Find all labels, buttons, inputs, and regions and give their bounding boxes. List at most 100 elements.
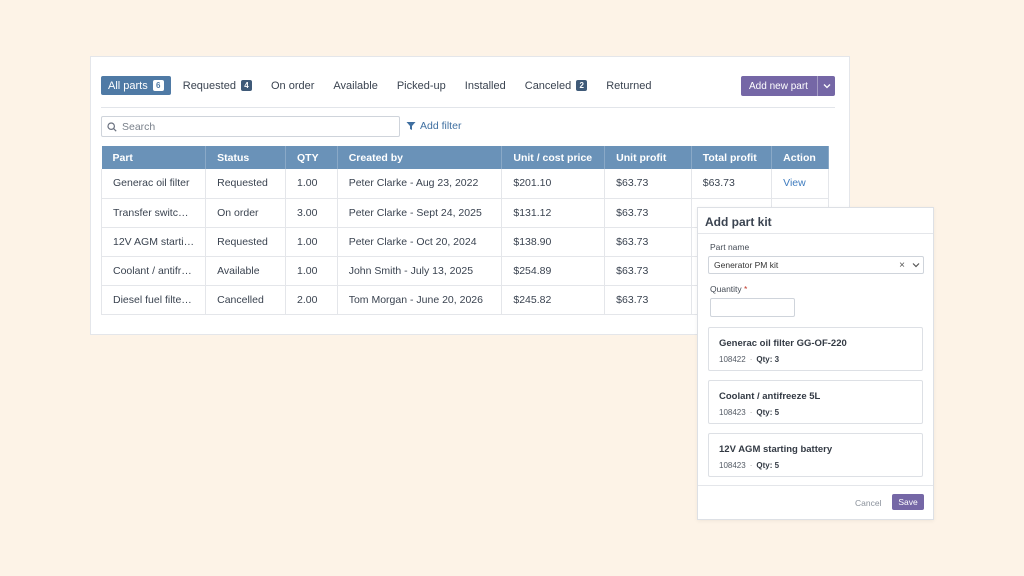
column-header[interactable]: Action — [771, 146, 829, 169]
tab-label: On order — [270, 79, 315, 92]
cell-created-by: Tom Morgan - June 20, 2026 — [337, 285, 503, 315]
tab-installed[interactable]: Installed — [458, 76, 513, 95]
cell-part: Transfer switc… — [100, 198, 207, 228]
tab-label: All parts — [108, 79, 148, 92]
column-header[interactable]: Part — [101, 146, 207, 169]
cell-status: Requested — [205, 227, 286, 257]
cell-part: 12V AGM starti… — [100, 227, 207, 257]
cell-unit-profit: $63.73 — [604, 227, 692, 257]
tab-picked-up[interactable]: Picked-up — [390, 76, 453, 95]
chevron-down-icon[interactable] — [817, 76, 835, 96]
kit-item-meta: 108423 · Qty: 5 — [719, 408, 912, 417]
tab-all-parts[interactable]: All parts 6 — [101, 76, 171, 95]
kit-item-name: Coolant / antifreeze 5L — [719, 391, 821, 402]
cell-created-by: Peter Clarke - Sept 24, 2025 — [337, 198, 503, 228]
clear-icon[interactable]: × — [899, 259, 905, 271]
quantity-input[interactable] — [710, 298, 795, 317]
cell-status: On order — [205, 198, 286, 228]
search-input[interactable] — [122, 117, 399, 136]
cell-unit-profit: $63.73 — [604, 285, 692, 315]
add-part-kit-panel: Add part kit Part name Generator PM kit … — [697, 207, 934, 520]
tab-label: Available — [333, 79, 378, 92]
table-row[interactable]: Generac oil filter Requested 1.00 Peter … — [100, 169, 829, 199]
search-box — [101, 116, 400, 137]
divider — [698, 233, 933, 234]
status-tabs: All parts 6 Requested 4 On order Available… — [101, 76, 835, 108]
quantity-label: Quantity — [710, 284, 742, 294]
chevron-down-icon[interactable] — [909, 262, 923, 268]
cell-qty: 1.00 — [285, 227, 338, 257]
table-row[interactable]: Transfer switc… On order 3.00 Peter Clar… — [100, 198, 829, 228]
kit-item[interactable]: Generac oil filter GG-OF-220 108422 · Qty:… — [708, 327, 923, 371]
kit-item-qty: Qty: 5 — [756, 461, 780, 470]
parts-card: All parts 6 Requested 4 On order Available… — [90, 56, 850, 335]
column-header[interactable]: QTY — [285, 146, 338, 169]
separator-dot: · — [749, 461, 753, 470]
search-icon — [102, 121, 122, 132]
part-name-select[interactable]: Generator PM kit × — [708, 256, 924, 274]
table-header-row: Part Status QTY Created by Unit / cost p… — [101, 146, 829, 169]
cell-qty: 1.00 — [285, 256, 338, 286]
kit-item[interactable]: 12V AGM starting battery 108423 · Qty: 5 — [708, 433, 923, 477]
column-header[interactable]: Total profit — [691, 146, 773, 169]
view-link[interactable]: View — [771, 169, 829, 199]
separator-dot: · — [749, 355, 753, 364]
kit-item[interactable]: Coolant / antifreeze 5L 108423 · Qty: 5 — [708, 380, 923, 424]
add-new-part-label: Add new part — [749, 80, 808, 92]
cell-unit-cost: $254.89 — [501, 256, 606, 286]
save-button[interactable]: Save — [892, 494, 924, 510]
tab-label: Picked-up — [396, 79, 446, 92]
column-header[interactable]: Unit / cost price — [501, 146, 606, 169]
add-filter-button[interactable]: Add filter — [406, 120, 461, 132]
kit-item-sku: 108423 — [719, 408, 746, 417]
cell-unit-cost: $138.90 — [501, 227, 606, 257]
cell-unit-profit: $63.73 — [604, 198, 692, 228]
divider — [698, 485, 933, 486]
cell-status: Available — [205, 256, 286, 286]
tab-on-order[interactable]: On order — [264, 76, 321, 95]
tab-returned[interactable]: Returned — [599, 76, 658, 95]
cell-part: Coolant / antifr… — [100, 256, 207, 286]
panel-title: Add part kit — [705, 215, 772, 229]
cell-status: Requested — [205, 169, 286, 199]
tab-available[interactable]: Available — [326, 76, 384, 95]
kit-item-name: Generac oil filter GG-OF-220 — [719, 338, 847, 349]
cancel-button[interactable]: Cancel — [855, 498, 882, 508]
kit-item-qty: Qty: 5 — [756, 408, 780, 417]
kit-item-meta: 108422 · Qty: 3 — [719, 355, 912, 364]
cell-unit-cost: $201.10 — [501, 169, 606, 199]
cell-part: Diesel fuel filte… — [100, 285, 207, 315]
cell-status: Cancelled — [205, 285, 286, 315]
column-header[interactable]: Created by — [337, 146, 503, 169]
kit-item-sku: 108422 — [719, 355, 746, 364]
column-header[interactable]: Status — [205, 146, 286, 169]
cell-unit-profit: $63.73 — [604, 256, 692, 286]
tab-label: Canceled — [524, 79, 572, 92]
cell-created-by: Peter Clarke - Oct 20, 2024 — [337, 227, 503, 257]
tab-canceled[interactable]: Canceled 2 — [518, 76, 594, 95]
kit-item-qty: Qty: 3 — [756, 355, 780, 364]
add-filter-label: Add filter — [420, 120, 462, 132]
part-name-value: Generator PM kit — [714, 260, 779, 270]
kit-item-name: 12V AGM starting battery — [719, 444, 833, 455]
kit-item-sku: 108423 — [719, 461, 746, 470]
quantity-label-row: Quantity * — [710, 284, 747, 294]
add-new-part-button[interactable]: Add new part — [741, 76, 835, 96]
cell-unit-profit: $63.73 — [604, 169, 692, 199]
cell-unit-cost: $131.12 — [501, 198, 606, 228]
cell-qty: 2.00 — [285, 285, 338, 315]
count-badge: 6 — [152, 80, 164, 91]
tab-requested[interactable]: Requested 4 — [176, 76, 259, 95]
kit-item-meta: 108423 · Qty: 5 — [719, 461, 912, 470]
cell-unit-cost: $245.82 — [501, 285, 606, 315]
count-badge: 4 — [240, 80, 252, 91]
cell-qty: 1.00 — [285, 169, 338, 199]
tab-label: Installed — [464, 79, 506, 92]
count-badge: 2 — [576, 80, 588, 91]
column-header[interactable]: Unit profit — [604, 146, 692, 169]
cell-created-by: John Smith - July 13, 2025 — [337, 256, 503, 286]
tab-label: Returned — [606, 79, 652, 92]
cell-created-by: Peter Clarke - Aug 23, 2022 — [337, 169, 503, 199]
required-mark: * — [744, 284, 748, 294]
cell-qty: 3.00 — [285, 198, 338, 228]
